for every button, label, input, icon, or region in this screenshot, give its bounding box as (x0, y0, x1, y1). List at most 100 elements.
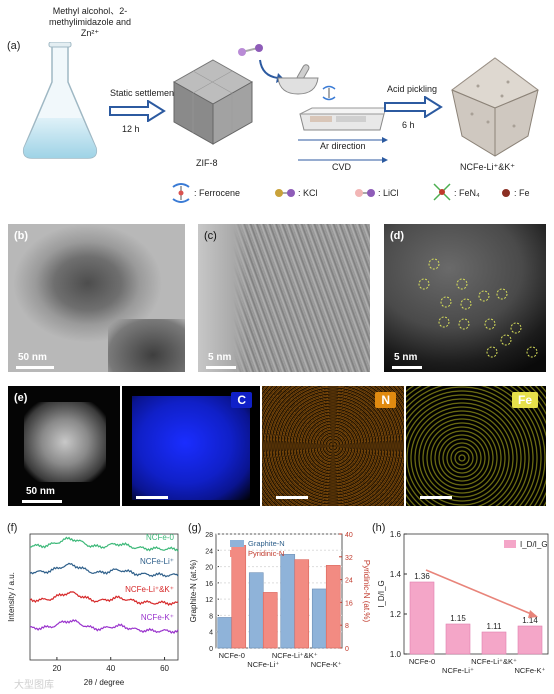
data-label: 1.14 (522, 616, 538, 625)
panel-c-scale-bar (206, 366, 236, 369)
id-ig-bar (517, 625, 543, 655)
id-ig-bar (409, 581, 435, 655)
y-axis-label: I_D/I_G (377, 580, 386, 608)
single-atom-markers (418, 258, 538, 358)
chart-h-raman: 1.0 1.2 1.4 1.6 I_D/I_G 1.36 NCFe-0 1.15 NCFe-Li… (377, 530, 549, 675)
legend-kcl-text: : KCl (298, 188, 318, 198)
legend-fe-text: : Fe (514, 188, 530, 198)
category-label: NCFe-K⁺ (311, 660, 342, 669)
y-tick-label: 1.0 (390, 650, 402, 659)
pyridinic-n-bar (294, 559, 310, 649)
category-label: NCFe-Li⁺&K⁺ (471, 657, 517, 666)
ferrocene-legend-icon (172, 183, 190, 203)
y2-tick-label: 40 (345, 532, 353, 539)
ar-direction-label: Ar direction (320, 141, 366, 151)
static-settlement-label: Static settlement (110, 88, 177, 98)
y2-tick-label: 24 (345, 578, 353, 585)
x-tick-label: 40 (106, 664, 115, 673)
arrow-right-icon-2 (384, 96, 443, 118)
panel-b-label: (b) (14, 230, 29, 242)
ar-flow-arrows-icon (298, 137, 388, 163)
y-tick-label: 1.4 (390, 570, 402, 579)
y-tick-label: 8 (209, 613, 213, 620)
category-label: NCFe-0 (409, 657, 435, 666)
panel-b-scale-bar (16, 366, 54, 369)
y-tick-label: 12 (205, 597, 213, 604)
ferrocene-molecule-icon (322, 85, 336, 101)
data-label: 1.15 (450, 614, 466, 623)
particle-shadow (108, 319, 185, 372)
element-label-n: N (375, 392, 396, 408)
y-tick-label: 4 (209, 630, 213, 637)
element-label-c: C (231, 392, 252, 408)
eds-map-fe: Fe (406, 386, 546, 506)
id-ig-bar (481, 631, 507, 655)
y-tick-label: 0 (209, 646, 213, 653)
zif8-label: ZIF-8 (196, 158, 218, 168)
y2-tick-label: 8 (345, 623, 349, 630)
y2-tick-label: 16 (345, 600, 353, 607)
category-label: NCFe-Li⁺ (247, 660, 279, 669)
y-tick-label: 16 (205, 581, 213, 588)
fen4-legend-icon (433, 183, 451, 201)
category-label: NCFe-Li⁺ (442, 666, 474, 675)
acid-pickling-time: 6 h (402, 120, 415, 130)
data-label: 1.36 (414, 572, 430, 581)
xrd-series-1 (29, 536, 179, 552)
kcl-licl-dumbbell-icon (238, 44, 263, 56)
flask-caption-line3: Zn²⁺ (80, 28, 100, 38)
legend-label: I_D/I_G (520, 540, 548, 549)
map-n-scale-bar (276, 496, 308, 499)
graphite-n-bar (217, 617, 233, 649)
panel-e-scale-bar (22, 500, 62, 503)
panel-c-label: (c) (204, 230, 217, 242)
mortar-pestle-icon (277, 64, 319, 95)
tem-image-b: (b) 50 nm (8, 224, 185, 372)
id-ig-bar (445, 623, 471, 655)
trend-arrow-line (425, 569, 537, 617)
xrd-series-4 (29, 619, 179, 634)
xrd-series-3 (29, 591, 179, 606)
graphite-n-bar (280, 554, 296, 649)
y-tick-label: 28 (205, 532, 213, 539)
cvd-furnace-icon (299, 107, 387, 131)
graphite-n-bar (248, 572, 264, 649)
legend-label: Pyridinic-N (248, 549, 284, 558)
legend-swatch (504, 540, 516, 548)
chart-g-nitrogen: 0 4 8 12 16 20 24 28 0 8 16 24 32 40 Graphite-N (at.%)… (189, 532, 371, 669)
map-fe-scale-bar (420, 496, 452, 499)
element-label-fe: Fe (511, 392, 538, 408)
legend-swatch (230, 540, 244, 547)
y-tick-label: 1.6 (390, 530, 402, 539)
panel-f-label: (f) (7, 522, 18, 534)
y-axis-label: Graphite-N (at.%) (189, 559, 198, 622)
y-axis-label: Intensity / a.u. (7, 572, 16, 622)
category-label: NCFe-Li⁺&K⁺ (272, 651, 318, 660)
plot-frame (403, 533, 549, 655)
flask-caption: Methyl alcohol、2- methylimidazole and Zn… (42, 6, 138, 39)
series-label-3: NCFe-Li⁺&K⁺ (125, 585, 174, 594)
panel-d-label: (d) (390, 230, 405, 242)
scheme-legend: : Ferrocene : KCl : LiCl : FeN₄ : Fe (170, 183, 550, 204)
legend-licl-text: : LiCl (378, 188, 399, 198)
ncfe-product-crystal-icon (450, 57, 540, 157)
y-tick-label: 24 (205, 548, 213, 555)
panel-g-label: (g) (188, 522, 202, 534)
cvd-label: CVD (332, 162, 352, 172)
series-label-1: NCFe-0 (146, 533, 175, 542)
trend-arrow-head (528, 610, 538, 618)
erlenmeyer-flask-icon (22, 42, 98, 159)
product-label: NCFe-Li⁺&K⁺ (460, 162, 516, 172)
legend-label: Graphite-N (248, 539, 285, 548)
legend-swatch (230, 550, 244, 557)
panel-e-label: (e) (14, 392, 28, 404)
x-tick-label: 60 (160, 664, 169, 673)
x-axis-label: 2θ / degree (84, 678, 125, 687)
static-settlement-time: 12 h (122, 124, 140, 134)
panel-e-scale-text: 50 nm (26, 486, 55, 497)
series-label-4: NCFe-K⁺ (141, 613, 174, 622)
panel-d-scale-text: 5 nm (394, 352, 418, 363)
category-label: NCFe-0 (219, 651, 245, 660)
plot-frame (215, 533, 343, 649)
particle-haadf (24, 402, 106, 482)
